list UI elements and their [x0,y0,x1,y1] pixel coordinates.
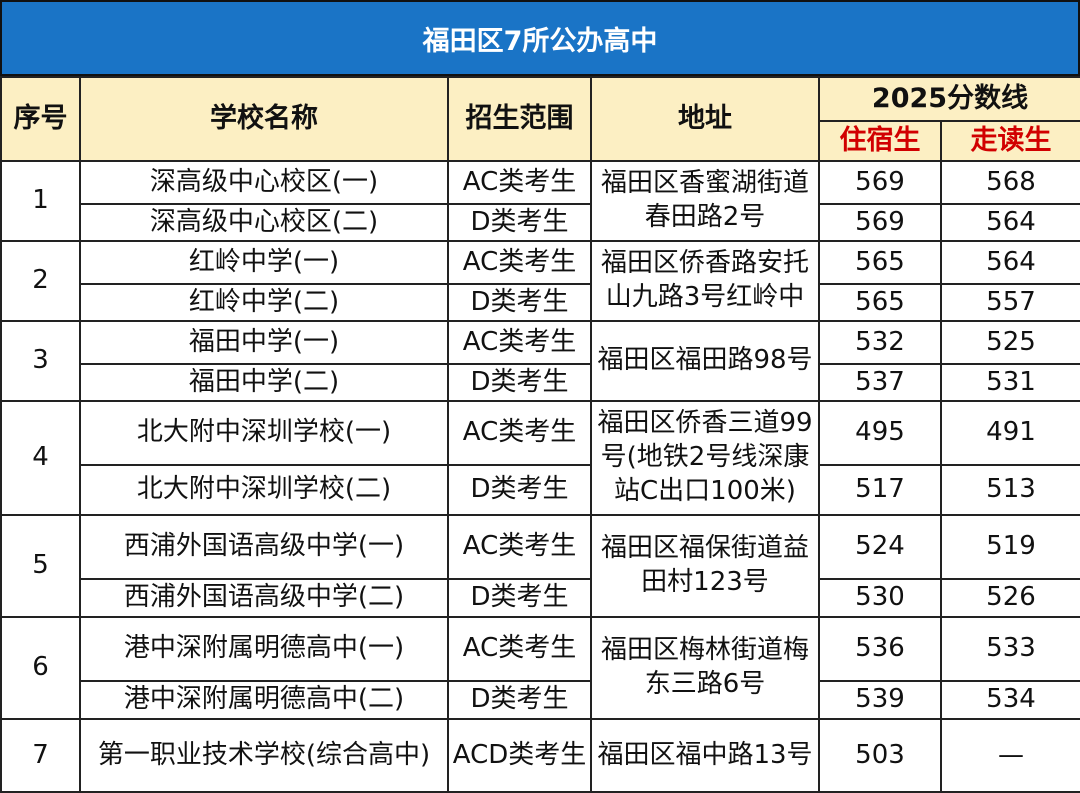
school-name: 港中深附属明德高中(二) [79,680,449,720]
school-name: 红岭中学(二) [79,283,449,322]
table-title: 福田区7所公办高中 [0,0,1080,76]
score-day: 519 [940,514,1080,580]
enrollment-scope: D类考生 [447,578,592,618]
school-address: 福田区梅林街道梅东三路6号 [590,616,820,720]
school-name: 红岭中学(一) [79,240,449,285]
school-address: 福田区侨香三道99号(地铁2号线深康站C出口100米) [590,400,820,516]
admission-score-table: 序号 学校名称 招生范围 地址 2025分数线 住宿生 走读生 1 深高级中心校区… [0,76,1080,793]
enrollment-scope: AC类考生 [447,616,592,682]
row-index: 1 [0,160,81,242]
row-index: 7 [0,718,81,793]
school-address: 福田区福田路98号 [590,320,820,402]
score-boarding: 495 [818,400,942,466]
score-boarding: 539 [818,680,942,720]
score-boarding: 536 [818,616,942,682]
school-address: 福田区香蜜湖街道春田路2号 [590,160,820,242]
score-day: 513 [940,464,1080,516]
score-day: 533 [940,616,1080,682]
table-row: 福田中学(二) D类考生 537 531 [1,363,1080,402]
school-name: 第一职业技术学校(综合高中) [79,718,449,793]
table-row: 6 港中深附属明德高中(一) AC类考生 福田区梅林街道梅东三路6号 536 533 [0,616,1080,720]
score-boarding: 503 [818,718,942,793]
school-name: 福田中学(一) [79,320,449,365]
score-boarding: 530 [818,578,942,618]
table-row: 4 北大附中深圳学校(一) AC类考生 福田区侨香三道99号(地铁2号线深康站C出口1… [0,400,1080,516]
enrollment-scope: AC类考生 [447,400,592,466]
score-day: 564 [940,240,1080,285]
table-row: 西浦外国语高级中学(二) D类考生 530 526 [1,578,1080,618]
school-name: 西浦外国语高级中学(二) [79,578,449,618]
score-day: 568 [940,160,1080,205]
header-school: 学校名称 [79,76,449,162]
enrollment-scope: D类考生 [447,283,592,322]
score-day: — [940,718,1080,793]
enrollment-scope: ACD类考生 [447,718,592,793]
school-name: 北大附中深圳学校(二) [79,464,449,516]
score-boarding: 517 [818,464,942,516]
enrollment-scope: D类考生 [447,203,592,242]
score-boarding: 565 [818,240,942,285]
school-name: 北大附中深圳学校(一) [79,400,449,466]
score-boarding: 565 [818,283,942,322]
school-address: 福田区福保街道益田村123号 [590,514,820,618]
header-scope: 招生范围 [447,76,592,162]
score-day: 557 [940,283,1080,322]
enrollment-scope: AC类考生 [447,240,592,285]
table-body: 1 深高级中心校区(一) AC类考生 福田区香蜜湖街道春田路2号 569 568 深高级中心… [0,160,1080,793]
score-day: 525 [940,320,1080,365]
header-index: 序号 [0,76,81,162]
table-row: 深高级中心校区(二) D类考生 569 564 [1,203,1080,242]
score-boarding: 532 [818,320,942,365]
header-boarding: 住宿生 [818,120,942,162]
school-name: 深高级中心校区(二) [79,203,449,242]
enrollment-scope: AC类考生 [447,320,592,365]
enrollment-scope: D类考生 [447,363,592,402]
score-day: 491 [940,400,1080,466]
enrollment-scope: D类考生 [447,680,592,720]
table-row: 3 福田中学(一) AC类考生 福田区福田路98号 532 525 [0,320,1080,402]
score-boarding: 524 [818,514,942,580]
score-day: 526 [940,578,1080,618]
row-index: 3 [0,320,81,402]
table-row: 港中深附属明德高中(二) D类考生 539 534 [1,680,1080,720]
row-index: 5 [0,514,81,618]
school-name: 西浦外国语高级中学(一) [79,514,449,580]
table-row: 红岭中学(二) D类考生 565 557 [1,283,1080,322]
school-address: 福田区侨香路安托山九路3号红岭中 [590,240,820,322]
score-day: 534 [940,680,1080,720]
enrollment-scope: AC类考生 [447,160,592,205]
table-row: 5 西浦外国语高级中学(一) AC类考生 福田区福保街道益田村123号 524 519 [0,514,1080,618]
score-boarding: 569 [818,160,942,205]
header-day: 走读生 [940,120,1080,162]
row-index: 2 [0,240,81,322]
table-row: 2 红岭中学(一) AC类考生 福田区侨香路安托山九路3号红岭中 565 564 [0,240,1080,322]
row-index: 6 [0,616,81,720]
school-name: 福田中学(二) [79,363,449,402]
enrollment-scope: D类考生 [447,464,592,516]
school-name: 深高级中心校区(一) [79,160,449,205]
score-boarding: 537 [818,363,942,402]
header-score-group: 2025分数线 [818,76,1080,122]
score-day: 564 [940,203,1080,242]
table-row: 1 深高级中心校区(一) AC类考生 福田区香蜜湖街道春田路2号 569 568 [0,160,1080,242]
row-index: 4 [0,400,81,516]
table-row: 北大附中深圳学校(二) D类考生 517 513 [1,464,1080,516]
school-name: 港中深附属明德高中(一) [79,616,449,682]
enrollment-scope: AC类考生 [447,514,592,580]
school-address: 福田区福中路13号 [590,718,820,793]
score-boarding: 569 [818,203,942,242]
table-row: 7 第一职业技术学校(综合高中) ACD类考生 福田区福中路13号 503— [0,718,1080,793]
header-address: 地址 [590,76,820,162]
score-day: 531 [940,363,1080,402]
